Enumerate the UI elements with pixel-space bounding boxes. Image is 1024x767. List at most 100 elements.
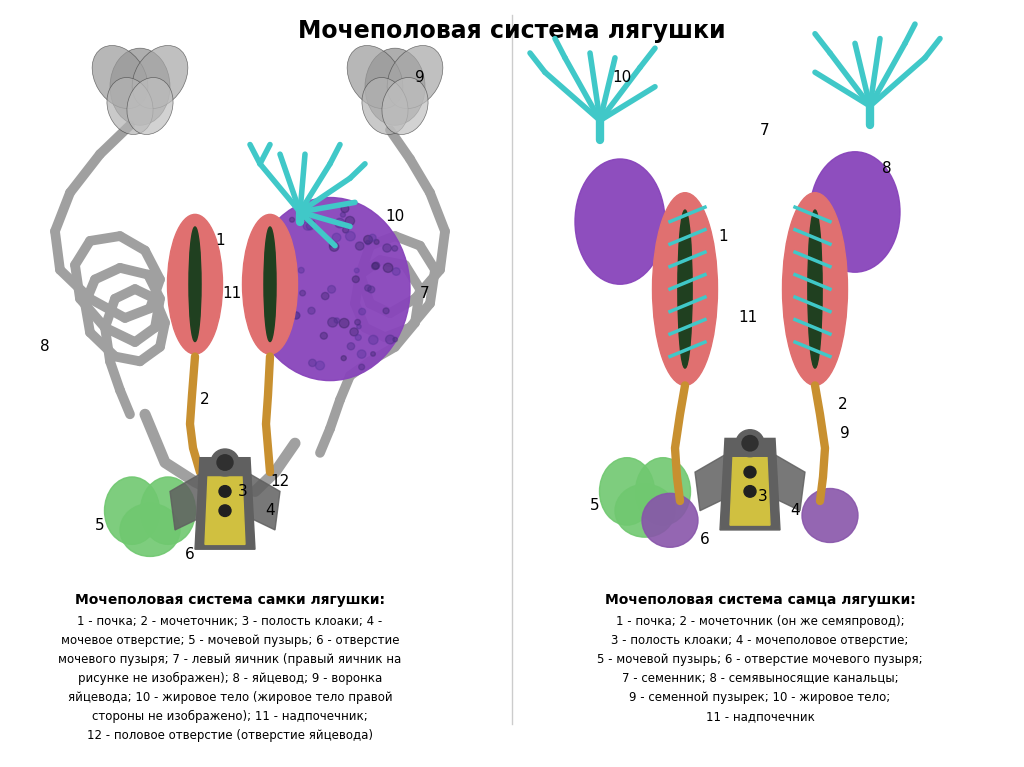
Circle shape [275, 288, 284, 296]
Text: 12: 12 [270, 474, 289, 489]
Circle shape [219, 505, 231, 516]
Ellipse shape [365, 48, 425, 125]
Circle shape [303, 222, 312, 230]
Text: 4: 4 [790, 503, 800, 518]
Ellipse shape [361, 77, 409, 134]
Text: 4: 4 [265, 503, 274, 518]
Circle shape [372, 263, 379, 269]
Circle shape [352, 276, 359, 282]
Circle shape [335, 219, 345, 228]
Text: 1: 1 [718, 229, 728, 244]
Circle shape [366, 240, 370, 245]
Polygon shape [755, 443, 805, 511]
Circle shape [347, 343, 354, 350]
Circle shape [357, 350, 366, 358]
Circle shape [263, 258, 269, 263]
Circle shape [736, 430, 764, 456]
Ellipse shape [243, 215, 298, 354]
Circle shape [386, 335, 395, 344]
Polygon shape [205, 477, 245, 545]
Text: 1 - почка; 2 - мочеточник (он же семяпровод);
3 - полость клоаки; 4 - мочеполово: 1 - почка; 2 - мочеточник (он же семяпро… [597, 614, 923, 723]
Polygon shape [730, 458, 770, 525]
Circle shape [383, 308, 389, 314]
Circle shape [219, 486, 231, 497]
Text: Мочеполовая система самца лягушки:: Мочеполовая система самца лягушки: [604, 593, 915, 607]
Text: Мочеполовая система лягушки: Мочеполовая система лягушки [298, 19, 726, 43]
Circle shape [328, 285, 336, 293]
Circle shape [802, 489, 858, 542]
Ellipse shape [127, 77, 173, 134]
Ellipse shape [250, 198, 410, 380]
Circle shape [374, 239, 379, 245]
Ellipse shape [110, 48, 170, 125]
Text: 3: 3 [758, 489, 768, 504]
Circle shape [278, 229, 287, 237]
Polygon shape [230, 463, 280, 530]
Text: 2: 2 [200, 393, 210, 407]
Text: 11: 11 [222, 286, 242, 301]
Ellipse shape [347, 45, 402, 109]
Circle shape [369, 234, 376, 241]
Circle shape [354, 319, 360, 325]
Ellipse shape [106, 77, 153, 134]
Circle shape [345, 232, 355, 241]
Circle shape [339, 318, 349, 328]
Circle shape [290, 217, 295, 222]
Circle shape [261, 308, 268, 314]
Circle shape [300, 291, 305, 296]
Ellipse shape [132, 45, 187, 109]
Circle shape [306, 222, 314, 230]
Ellipse shape [575, 159, 665, 285]
Ellipse shape [782, 193, 848, 385]
Circle shape [368, 286, 375, 293]
Polygon shape [195, 458, 255, 549]
Circle shape [211, 449, 239, 476]
Circle shape [328, 318, 338, 327]
Circle shape [274, 334, 285, 344]
Circle shape [288, 273, 297, 281]
Circle shape [298, 268, 304, 273]
Circle shape [322, 292, 329, 300]
Text: 9: 9 [415, 70, 425, 84]
Circle shape [263, 302, 267, 306]
Circle shape [371, 352, 376, 356]
Ellipse shape [808, 210, 822, 368]
Circle shape [308, 308, 315, 314]
Polygon shape [170, 463, 220, 530]
Text: 8: 8 [882, 161, 892, 176]
Text: 5: 5 [590, 499, 600, 513]
Text: Мочеполовая система самки лягушки:: Мочеполовая система самки лягушки: [75, 593, 385, 607]
Circle shape [293, 312, 300, 319]
Ellipse shape [810, 152, 900, 272]
Circle shape [392, 245, 397, 252]
Circle shape [258, 288, 263, 294]
Circle shape [296, 210, 303, 216]
Circle shape [308, 359, 316, 367]
Ellipse shape [92, 45, 147, 109]
Circle shape [744, 486, 756, 497]
Circle shape [303, 215, 309, 220]
Circle shape [217, 455, 233, 470]
Circle shape [392, 268, 400, 275]
Circle shape [358, 308, 366, 315]
Circle shape [744, 466, 756, 478]
Circle shape [358, 364, 365, 370]
Text: 1 - почка; 2 - мочеточник; 3 - полость клоаки; 4 -
мочевое отверстие; 5 - мочево: 1 - почка; 2 - мочеточник; 3 - полость к… [58, 614, 401, 742]
Text: 6: 6 [700, 532, 710, 547]
Text: 3: 3 [238, 484, 248, 499]
Text: 6: 6 [185, 547, 195, 561]
Circle shape [334, 318, 340, 323]
Circle shape [280, 295, 288, 302]
Circle shape [369, 335, 378, 344]
Ellipse shape [615, 484, 675, 537]
Circle shape [354, 268, 359, 273]
Text: 7: 7 [760, 123, 770, 137]
Text: 11: 11 [738, 311, 758, 325]
Ellipse shape [678, 210, 692, 368]
Circle shape [270, 265, 275, 270]
Polygon shape [720, 439, 780, 530]
Text: 9: 9 [840, 426, 850, 441]
Ellipse shape [382, 77, 428, 134]
Text: 10: 10 [612, 70, 631, 84]
Ellipse shape [599, 458, 654, 525]
